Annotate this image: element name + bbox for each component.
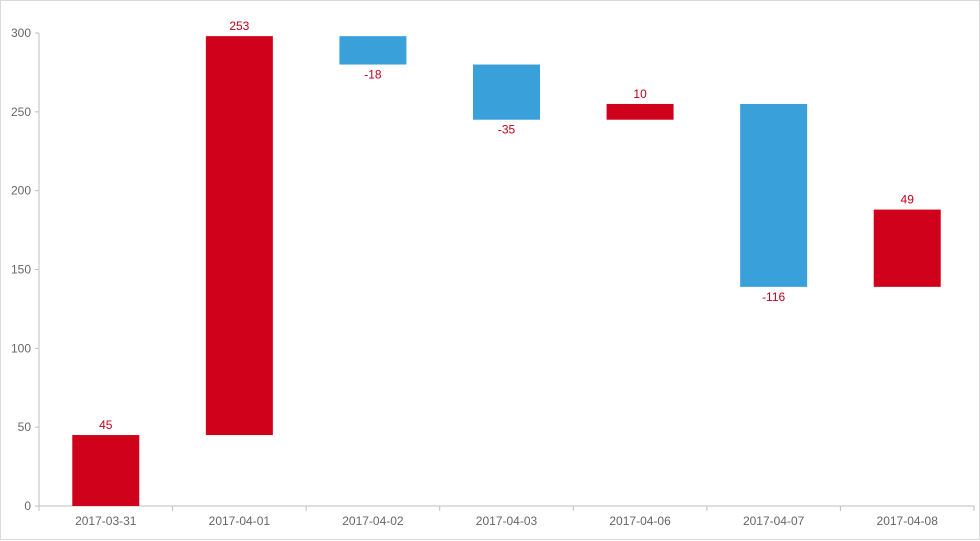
- y-tick-label: 200: [11, 184, 31, 198]
- y-axis: 0 50 100 150 200 250 300: [11, 26, 40, 513]
- y-tick-label: 100: [11, 341, 31, 355]
- bar-value-label: -35: [498, 123, 516, 137]
- y-tick-label: 50: [18, 420, 32, 434]
- waterfall-bar: [473, 64, 540, 120]
- bar-value-label: -18: [364, 68, 382, 82]
- waterfall-bar: [72, 435, 140, 506]
- x-tick-label: 2017-04-03: [476, 514, 538, 528]
- x-tick-label: 2017-04-06: [609, 514, 671, 528]
- waterfall-bar: [606, 103, 674, 120]
- bars: [72, 36, 941, 506]
- y-tick-label: 250: [11, 105, 31, 119]
- waterfall-bar: [873, 209, 941, 287]
- y-tick-label: 300: [11, 26, 31, 40]
- x-tick-label: 2017-03-31: [75, 514, 137, 528]
- value-labels: 45 253 -18 -35 10 -116 49: [99, 19, 914, 432]
- y-tick-label: 0: [24, 499, 31, 513]
- bar-value-label: 253: [229, 19, 249, 33]
- bar-value-label: 45: [99, 418, 113, 432]
- x-tick-label: 2017-04-07: [743, 514, 805, 528]
- waterfall-bar: [339, 36, 407, 65]
- bar-value-label: -116: [762, 290, 785, 304]
- y-tick-label: 150: [11, 263, 31, 277]
- bar-value-label: 49: [901, 193, 915, 207]
- x-tick-label: 2017-04-01: [209, 514, 271, 528]
- x-tick-label: 2017-04-02: [342, 514, 404, 528]
- x-axis: 2017-03-31 2017-04-01 2017-04-02 2017-04-03…: [38, 505, 975, 528]
- x-tick-label: 2017-04-08: [877, 514, 939, 528]
- waterfall-bar: [740, 103, 808, 287]
- waterfall-bar: [205, 36, 273, 436]
- bar-value-label: 10: [633, 87, 647, 101]
